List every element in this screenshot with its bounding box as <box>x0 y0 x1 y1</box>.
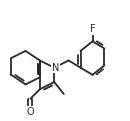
Text: F: F <box>90 24 95 34</box>
Text: N: N <box>52 63 59 73</box>
Text: O: O <box>27 107 34 117</box>
